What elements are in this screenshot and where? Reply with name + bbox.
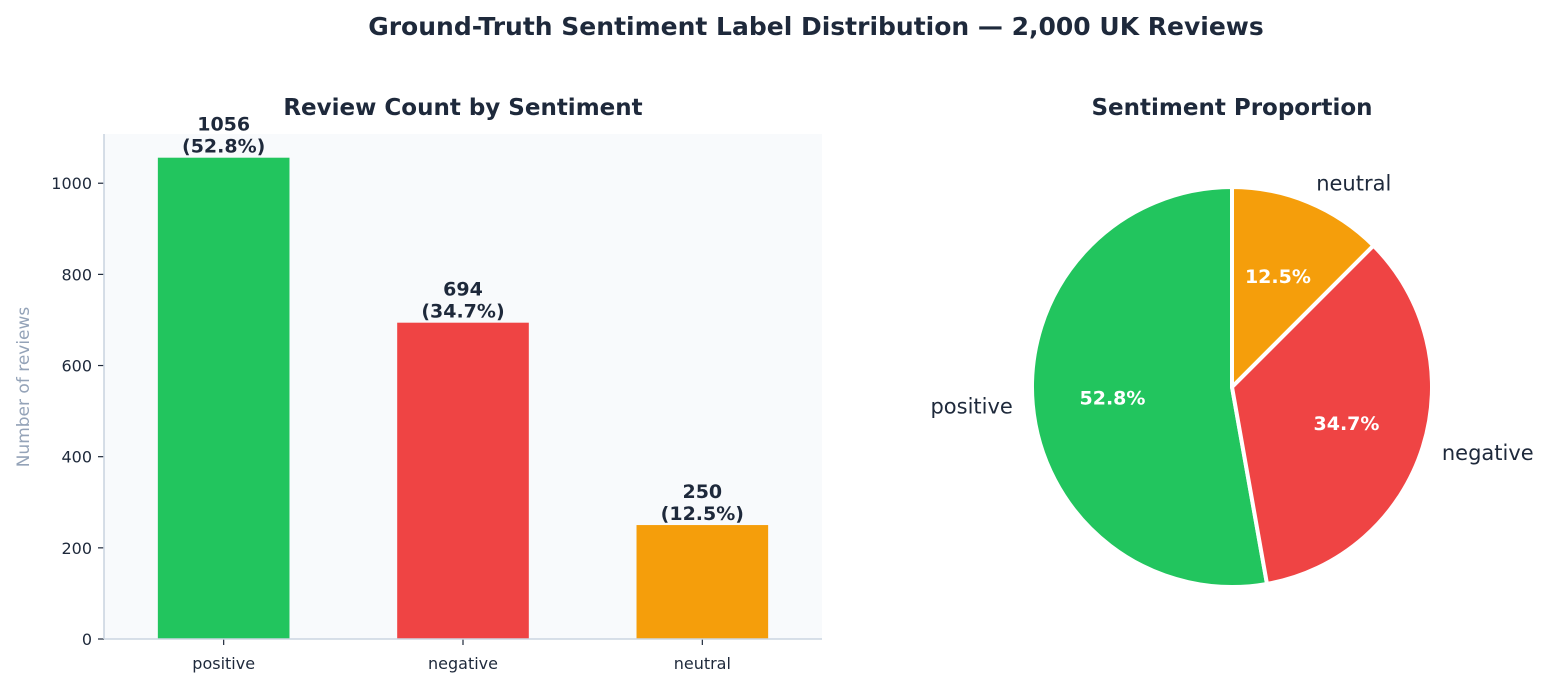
y-tick-label: 200 xyxy=(61,539,92,558)
pie-pct-label: 34.7% xyxy=(1314,413,1380,435)
y-tick-label: 400 xyxy=(61,448,92,467)
pie-slice-positive xyxy=(1029,185,1269,589)
pie-chart-title: Sentiment Proportion xyxy=(1091,95,1372,121)
bar-chart-title: Review Count by Sentiment xyxy=(283,95,642,121)
pie-slice-label: positive xyxy=(930,394,1012,418)
pie-pct-label: 52.8% xyxy=(1080,388,1146,410)
bar-neutral xyxy=(636,525,769,639)
bar-marks: 0 200 400 600 800 1000 positive 1056 (52.8%) nega… xyxy=(51,114,769,673)
pie-slice-negative xyxy=(1230,243,1434,586)
pie-slice-label: neutral xyxy=(1316,172,1391,196)
pie-slice-label: negative xyxy=(1442,441,1534,465)
y-tick-label: 0 xyxy=(82,630,92,649)
pie-marks: 52.8% positive 34.7% negative 12.5% neutral xyxy=(930,172,1534,589)
x-tick-label: neutral xyxy=(674,654,731,673)
x-tick-label: positive xyxy=(192,654,255,673)
x-tick-label: negative xyxy=(428,654,498,673)
bar-negative xyxy=(397,322,529,639)
bar-value-label: 694 (34.7%) xyxy=(421,279,504,323)
bar-positive xyxy=(157,157,290,639)
bar-chart-ylabel: Number of reviews xyxy=(14,307,34,468)
bar-value-label: 1056 (52.8%) xyxy=(182,114,265,158)
y-tick-label: 600 xyxy=(61,357,92,376)
pie-slice-neutral xyxy=(1230,185,1376,389)
bar-value-label: 250 (12.5%) xyxy=(661,481,744,525)
y-tick-label: 800 xyxy=(61,265,92,284)
pie-chart: Sentiment Proportion 52.8% positive 34.7% n… xyxy=(930,95,1534,589)
pie-pct-label: 12.5% xyxy=(1245,266,1311,288)
figure-suptitle: Ground-Truth Sentiment Label Distributio… xyxy=(368,12,1264,41)
bar-chart: Review Count by Sentiment Number of revi… xyxy=(14,95,822,673)
y-tick-label: 1000 xyxy=(51,174,92,193)
